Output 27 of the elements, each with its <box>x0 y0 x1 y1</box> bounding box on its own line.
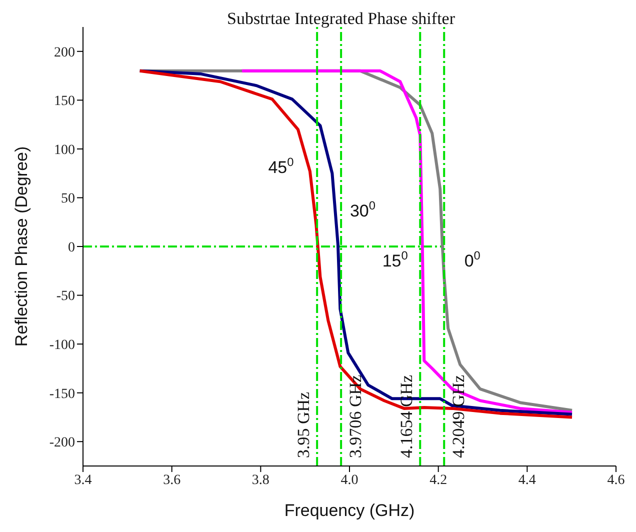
y-tick-label: -150 <box>49 386 75 402</box>
x-tick-label: 4.4 <box>518 472 536 488</box>
x-tick-label: 4.6 <box>607 472 625 488</box>
x-tick-label: 3.6 <box>163 472 181 488</box>
x-tick-label: 3.8 <box>252 472 270 488</box>
y-tick-label: 50 <box>61 192 75 207</box>
y-tick-label: -50 <box>56 289 75 304</box>
x-tick-label: 4.0 <box>340 472 358 488</box>
ref-line-label: 4.1654 GHz <box>397 374 416 458</box>
x-axis-title: Frequency (GHz) <box>284 501 415 520</box>
y-tick-label: 150 <box>54 94 75 110</box>
series-label: 30$^{0}$ <box>350 198 376 221</box>
chart-title: Substrtae Integrated Phase shifter <box>226 9 456 28</box>
y-axis-title: Reflection Phase (Degree) <box>12 146 32 347</box>
y-tick-label: 0 <box>68 240 75 256</box>
ref-line-label: 4.2049 GHz <box>449 374 468 458</box>
y-tick-label: 200 <box>54 45 75 60</box>
series-label: 45$^{0}$ <box>268 155 294 178</box>
y-tick-label: -200 <box>49 436 75 451</box>
ref-line-label: 3.95 GHz <box>294 391 314 458</box>
y-tick-label: 100 <box>54 142 75 158</box>
series-label: 15$^{0}$ <box>382 248 408 271</box>
ref-line-label: 3.9706 GHz <box>346 374 366 458</box>
y-tick-label: -100 <box>49 338 75 354</box>
series-label: 0$^{0}$ <box>464 248 481 271</box>
x-tick-label: 4.2 <box>430 472 448 488</box>
x-tick-label: 3.4 <box>74 472 92 488</box>
